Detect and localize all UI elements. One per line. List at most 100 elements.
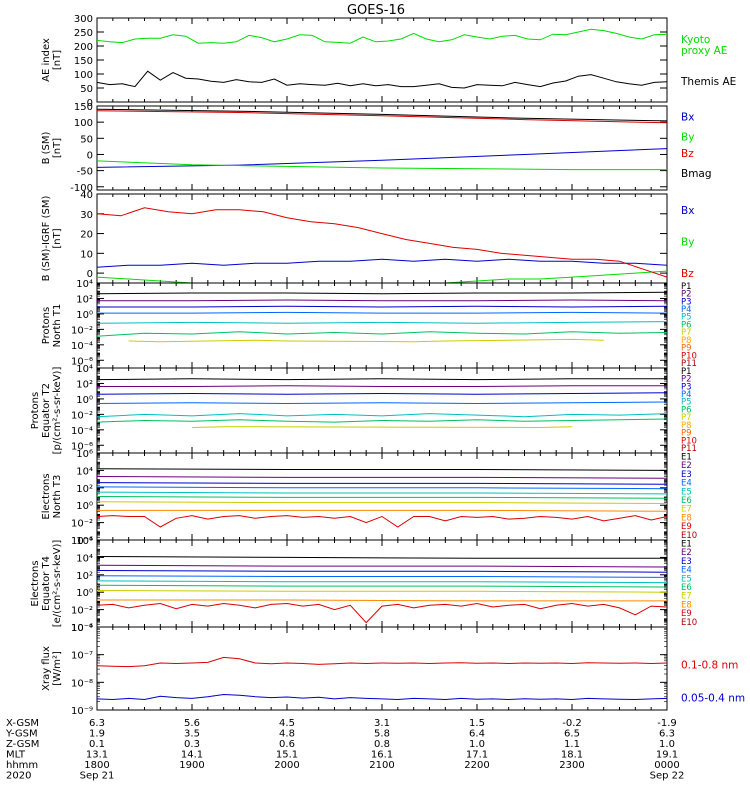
panel-frame [96,17,668,103]
x-axis-value: 13.1 [86,750,108,761]
y-axis-label: Protons [41,307,52,344]
legend-item: P6 [681,405,692,415]
series-line-bx [96,258,668,268]
y-tick-label: 0 [87,98,93,109]
x-axis-value: 6.5 [564,729,580,740]
y-tick-label: 300 [74,14,93,25]
series-line-p1 [96,291,668,295]
y-tick-label: 10⁻² [71,325,93,336]
panel-frame [96,282,668,369]
y-tick-label: 10² [76,571,93,582]
y-tick-label: 10² [76,379,93,390]
legend-item: E10 [681,618,697,628]
y-axis-label: North T3 [52,475,63,519]
y-tick-label: 50 [80,84,93,95]
legend-item: proxy AE [681,45,727,57]
y-tick-label: 10⁰ [76,588,93,599]
panel-p1: 10⁴ 10² 10⁰ 10⁻² 10⁻⁴ 10⁻⁶ Protons North T1 P1P2… [41,279,697,369]
y-tick-label: 50 [80,134,93,145]
series-line-e5 [96,580,668,584]
legend-item: P10 [681,351,697,361]
legend-item: E1 [681,540,692,550]
legend-item: By [681,131,694,143]
legend-item: P8 [681,336,692,346]
series-line-kyoto-proxy-ae [96,28,668,44]
legend-item: By [681,236,694,248]
y-tick-label: 10⁴ [76,466,93,477]
legend-item: P4 [681,390,692,400]
legend-item: P10 [681,436,697,446]
series-line-e2 [96,564,668,568]
y-tick-label: 10⁻⁴ [71,623,93,634]
y-axis-label: B (SM)-IGRF (SM) [41,196,52,282]
x-axis-row-label: MLT [6,750,26,761]
y-tick-label: 0 [87,150,93,161]
legend: 0.1-0.8 nm 0.05-0.4 nm [681,659,745,704]
y-tick-label: 10⁰ [76,501,93,512]
x-axis-value: 6.3 [89,718,105,729]
series-line-e5 [96,491,668,495]
y-tick-label: 10⁴ [76,553,93,564]
y-tick-label: 10⁰ [76,395,93,406]
x-axis-value: 2100 [369,760,394,771]
series-line-0-1-0-8-nm [96,656,668,668]
series-line-e8 [97,509,668,512]
x-axis-value: 2000 [274,760,299,771]
legend-item: E7 [681,505,692,515]
y-axis-label: [nT] [52,228,63,248]
legend-item: Kyoto [681,34,710,46]
x-axis-value: 0.3 [184,739,200,750]
x-axis-value: 4.5 [279,718,295,729]
x-axis-value: 1800 [84,760,109,771]
legend-item: E1 [681,453,692,463]
series-line-p6 [96,331,668,337]
y-tick-label: 10² [76,484,93,495]
y-tick-label: 100 [74,118,93,129]
y-axis-label: B (SM) [41,131,52,164]
y-axis-label: North T1 [52,304,63,348]
legend-item: P5 [681,398,692,408]
series-line-p7 [191,426,573,429]
legend-item: P2 [681,375,692,385]
x-axis-row-label: hhmm [6,760,38,771]
series-line-e6 [96,584,668,588]
legend-item: Bx [681,205,694,217]
x-axis-value: 6.3 [659,729,675,740]
y-tick-label: 10⁻⁴ [71,341,93,352]
legend-item: P1 [681,367,692,377]
panel-p2: 10⁴ 10² 10⁰ 10⁻² 10⁻⁴ 10⁻⁶ Protons Equator T2 [p… [30,364,697,454]
legend-item: E6 [681,496,692,506]
y-tick-label: 10⁻⁴ [71,426,93,437]
legend-item: 0.05-0.4 nm [681,693,745,705]
y-tick-label: 10⁻⁶ [71,623,93,634]
x-axis-value: 0000 [654,760,679,771]
y-tick-label: 10⁴ [76,279,93,290]
y-tick-label: 30 [80,210,93,221]
series-line-e7 [96,590,668,593]
series-line-e3 [96,482,668,485]
series-line-p2 [97,299,668,302]
legend-item: P3 [681,297,692,307]
y-axis-label: Equator T2 [41,383,52,438]
x-axis-value: 1.0 [469,739,485,750]
series-line-p4 [96,401,668,405]
x-axis-row-label: Y-GSM [5,729,38,740]
legend-item: P11 [681,359,697,369]
x-axis-table: X-GSM 6.3 5.6 4.5 3.1 1.5 -0.2 -1.9 Y-GSM 1.9 3.5 4… [5,718,684,782]
legend-item: E8 [681,600,692,610]
x-axis-value: 19.1 [656,750,678,761]
legend-item: 0.1-0.8 nm [681,659,738,671]
y-tick-label: 100 [74,70,93,81]
y-axis-label: Protons [30,392,41,429]
legend-item: E5 [681,487,692,497]
legend-item: E9 [681,522,692,532]
x-axis-value: 17.1 [466,750,488,761]
series-line-p5 [96,413,668,418]
